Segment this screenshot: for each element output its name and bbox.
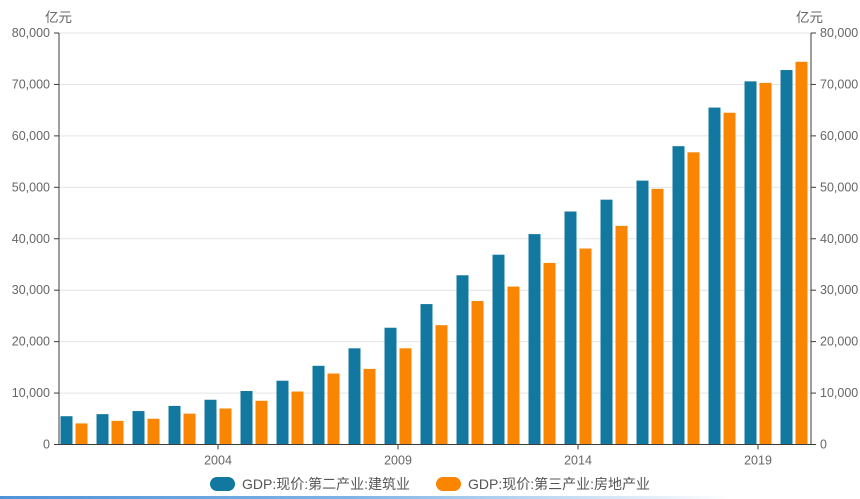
legend-label-construction: GDP:现价:第二产业:建筑业 [241, 476, 410, 492]
bar-construction-2010 [420, 304, 433, 445]
bar-construction-2020 [780, 70, 793, 445]
bar-construction-2018 [708, 107, 721, 445]
y-axis-label-right: 30,000 [820, 283, 858, 297]
y-axis-label-right: 80,000 [820, 26, 858, 40]
bar-construction-2000 [60, 416, 73, 445]
legend-swatch-realestate [436, 477, 461, 491]
bar-realestate-2013 [543, 262, 556, 445]
bar-realestate-2012 [507, 286, 520, 445]
bar-realestate-2005 [255, 400, 268, 445]
bar-realestate-2016 [651, 188, 664, 445]
bar-realestate-2014 [579, 248, 592, 445]
bar-construction-2001 [96, 414, 109, 445]
legend-item-realestate[interactable]: GDP:现价:第三产业:房地产业 [436, 474, 650, 494]
bar-construction-2003 [168, 405, 181, 445]
legend: GDP:现价:第二产业:建筑业 GDP:现价:第三产业:房地产业 [0, 474, 860, 494]
x-axis-label-2019: 2019 [744, 454, 772, 468]
bar-construction-2005 [240, 391, 253, 445]
bar-construction-2013 [528, 234, 541, 445]
y-axis-unit-right: 亿元 [796, 10, 823, 25]
y-axis-label-left: 20,000 [12, 335, 50, 349]
bar-construction-2007 [312, 365, 325, 445]
y-axis-label-right: 10,000 [820, 386, 858, 400]
bar-realestate-2002 [147, 418, 160, 445]
y-axis-label-left: 70,000 [12, 77, 50, 91]
bar-construction-2009 [384, 327, 397, 445]
bar-construction-2015 [600, 199, 613, 445]
bar-realestate-2003 [183, 413, 196, 445]
y-axis-label-left: 80,000 [12, 26, 50, 40]
legend-label-realestate: GDP:现价:第三产业:房地产业 [468, 476, 651, 492]
bar-construction-2017 [672, 146, 685, 445]
bar-construction-2004 [204, 399, 217, 445]
y-axis-label-right: 40,000 [820, 232, 858, 246]
y-axis-label-right: 50,000 [820, 180, 858, 194]
bar-realestate-2001 [111, 420, 124, 445]
bar-realestate-2018 [723, 112, 736, 445]
y-axis-label-left: 30,000 [12, 283, 50, 297]
y-axis-label-left: 60,000 [12, 129, 50, 143]
x-axis-label-2009: 2009 [384, 454, 412, 468]
bar-construction-2006 [276, 380, 289, 445]
y-axis-label-left: 10,000 [12, 386, 50, 400]
bar-construction-2012 [492, 254, 505, 445]
bar-realestate-2010 [435, 325, 448, 445]
y-axis-unit-left: 亿元 [45, 10, 72, 25]
bar-realestate-2006 [291, 391, 304, 445]
y-axis-label-left: 50,000 [12, 180, 50, 194]
x-axis-label-2014: 2014 [564, 454, 592, 468]
window-edge-accent-strip [0, 496, 860, 499]
bar-realestate-2008 [363, 368, 376, 445]
bar-realestate-2017 [687, 152, 700, 445]
bar-construction-2019 [744, 81, 757, 445]
bar-construction-2011 [456, 275, 469, 445]
bar-realestate-2009 [399, 348, 412, 445]
legend-swatch-construction [209, 477, 235, 491]
bar-realestate-2020 [795, 61, 808, 445]
bar-realestate-2011 [471, 300, 484, 445]
bar-construction-2014 [564, 211, 577, 445]
bar-construction-2016 [636, 180, 649, 445]
y-axis-label-right: 60,000 [820, 129, 858, 143]
y-axis-label-left: 40,000 [12, 232, 50, 246]
bar-realestate-2007 [327, 373, 340, 445]
bar-realestate-2004 [219, 408, 232, 445]
y-axis-label-right: 70,000 [820, 77, 858, 91]
bar-realestate-2000 [75, 423, 88, 445]
bar-realestate-2019 [759, 82, 772, 445]
bar-construction-2008 [348, 348, 361, 445]
bar-construction-2002 [132, 411, 145, 445]
legend-item-construction[interactable]: GDP:现价:第二产业:建筑业 [209, 474, 410, 494]
y-axis-label-right: 20,000 [820, 335, 858, 349]
y-axis-label-left: 0 [43, 438, 50, 452]
bar-realestate-2015 [615, 225, 628, 445]
x-axis-label-2004: 2004 [204, 454, 232, 468]
y-axis-label-right: 0 [820, 438, 827, 452]
